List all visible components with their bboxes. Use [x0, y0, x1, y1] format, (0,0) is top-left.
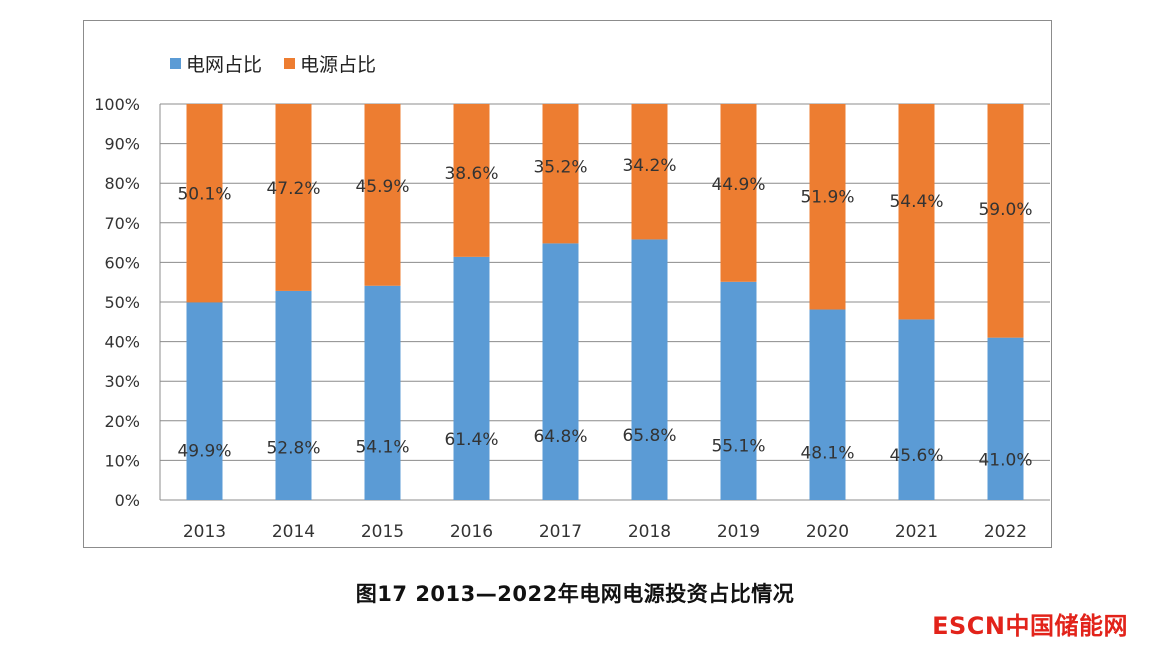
x-tick-label: 2016 — [450, 522, 493, 542]
bar-segment-grid — [542, 243, 579, 500]
chart-legend: 电网占比 电源占比 — [170, 50, 398, 77]
y-tick-label: 80% — [104, 174, 140, 193]
y-tick-label: 20% — [104, 412, 140, 431]
bar-segment-power — [809, 104, 846, 310]
bar-segment-grid — [720, 281, 757, 500]
data-label: 35.2% — [533, 158, 587, 178]
x-tick-label: 2017 — [539, 522, 582, 542]
escn-watermark-logo: ESCN中国储能网 — [932, 612, 1128, 640]
legend-item-grid: 电网占比 — [170, 50, 262, 77]
x-tick-label: 2020 — [806, 522, 849, 542]
data-label: 49.9% — [177, 442, 231, 462]
legend-label-grid: 电网占比 — [186, 54, 263, 76]
data-label: 45.9% — [355, 177, 409, 197]
data-label: 45.6% — [889, 446, 943, 466]
bar-segment-grid — [453, 256, 490, 500]
bar-segment-power — [898, 104, 935, 320]
data-label: 34.2% — [622, 156, 676, 176]
y-tick-label: 60% — [104, 253, 140, 272]
data-label: 61.4% — [444, 430, 498, 450]
x-tick-label: 2022 — [984, 522, 1027, 542]
bar-segment-grid — [898, 319, 935, 500]
bar-segment-power — [364, 104, 401, 286]
data-label: 59.0% — [978, 200, 1032, 220]
figure-caption: 图17 2013—2022年电网电源投资占比情况 — [355, 582, 795, 606]
data-label: 50.1% — [177, 184, 231, 204]
data-label: 55.1% — [711, 436, 765, 456]
y-tick-label: 30% — [104, 372, 140, 391]
y-tick-label: 0% — [115, 491, 140, 510]
bar-segment-grid — [809, 309, 846, 500]
data-label: 64.8% — [533, 427, 587, 447]
x-tick-label: 2018 — [628, 522, 671, 542]
bar-segment-grid — [186, 302, 223, 500]
data-label: 51.9% — [800, 187, 854, 207]
bar-segment-power — [987, 104, 1024, 338]
y-tick-label: 10% — [104, 451, 140, 470]
data-label: 54.4% — [889, 192, 943, 212]
bar-segment-power — [720, 104, 757, 282]
x-tick-label: 2015 — [361, 522, 404, 542]
x-tick-label: 2019 — [717, 522, 760, 542]
legend-label-power: 电源占比 — [300, 54, 377, 76]
data-label: 52.8% — [266, 439, 320, 459]
data-label: 47.2% — [266, 179, 320, 199]
y-tick-label: 50% — [104, 293, 140, 312]
y-tick-label: 100% — [94, 95, 140, 114]
bar-segment-grid — [275, 290, 312, 500]
bar-segment-power — [275, 104, 312, 291]
data-label: 54.1% — [355, 437, 409, 457]
legend-item-power: 电源占比 — [284, 50, 376, 77]
x-tick-label: 2014 — [272, 522, 315, 542]
legend-swatch-grid — [170, 58, 181, 69]
x-tick-label: 2021 — [895, 522, 938, 542]
bar-segment-power — [453, 104, 490, 257]
chart-plot: 0% 10% 20% 30% 40% 50% 60% 70% 80% 90% 100% 49.9% 50… — [94, 95, 1050, 542]
bar-segment-grid — [631, 239, 668, 500]
bar-segment-grid — [987, 337, 1024, 500]
bar-segment-power — [542, 104, 579, 244]
data-label: 44.9% — [711, 175, 765, 195]
bar-segment-power — [186, 104, 223, 303]
y-tick-label: 40% — [104, 333, 140, 352]
data-label: 38.6% — [444, 164, 498, 184]
bar-segment-power — [631, 104, 668, 240]
data-label: 48.1% — [800, 443, 854, 463]
y-tick-label: 90% — [104, 135, 140, 154]
x-tick-label: 2013 — [183, 522, 226, 542]
legend-swatch-power — [284, 58, 296, 69]
bar-segment-grid — [364, 285, 401, 500]
data-label: 65.8% — [622, 426, 676, 446]
data-label: 41.0% — [978, 450, 1032, 470]
y-tick-label: 70% — [104, 214, 140, 233]
